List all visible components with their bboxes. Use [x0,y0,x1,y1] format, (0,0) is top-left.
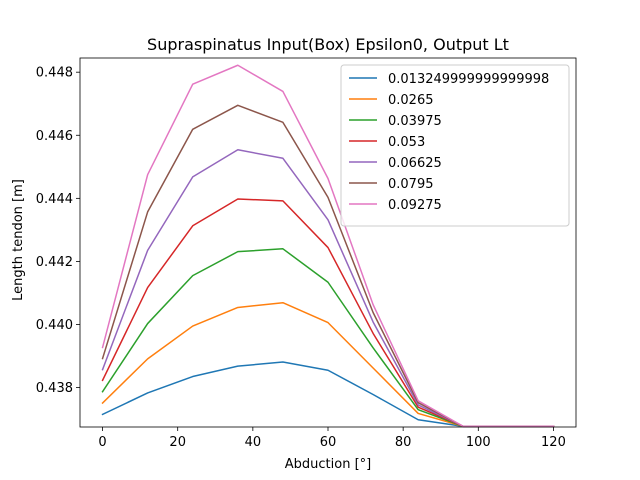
legend-label-3: 0.03975 [388,114,442,129]
x-tick-label-1: 20 [169,435,186,450]
y-tick-label-3: 0.444 [36,192,73,207]
x-tick-label-2: 40 [245,435,262,450]
y-tick-label-1: 0.440 [36,318,73,333]
x-tick-label-3: 60 [320,435,337,450]
y-tick-label-5: 0.448 [36,66,73,81]
y-tick-label-4: 0.446 [36,129,73,144]
x-tick-label-6: 120 [541,435,566,450]
y-axis-label: Length tendon [m] [11,179,26,301]
chart-title: Supraspinatus Input(Box) Epsilon0, Outpu… [147,35,509,54]
legend-label-5: 0.06625 [388,156,442,171]
legend-label-2: 0.0265 [388,93,434,108]
legend-box [340,64,570,227]
legend-label-1: 0.013249999999999998 [388,72,549,87]
x-tick-label-4: 80 [395,435,412,450]
legend-label-7: 0.09275 [388,198,442,213]
x-axis-label: Abduction [°] [285,457,371,472]
y-tick-label-0: 0.438 [36,381,73,396]
legend-label-6: 0.0795 [388,177,434,192]
plot-area: 0 20 40 60 80 100 120 0.438 0.440 0.442 0.444 0.446… [36,57,577,450]
legend-label-4: 0.053 [388,135,425,150]
series-line-7 [101,64,555,428]
x-tick-label-0: 0 [98,435,106,450]
y-tick-label-2: 0.442 [36,255,73,270]
x-tick-label-5: 100 [466,435,491,450]
